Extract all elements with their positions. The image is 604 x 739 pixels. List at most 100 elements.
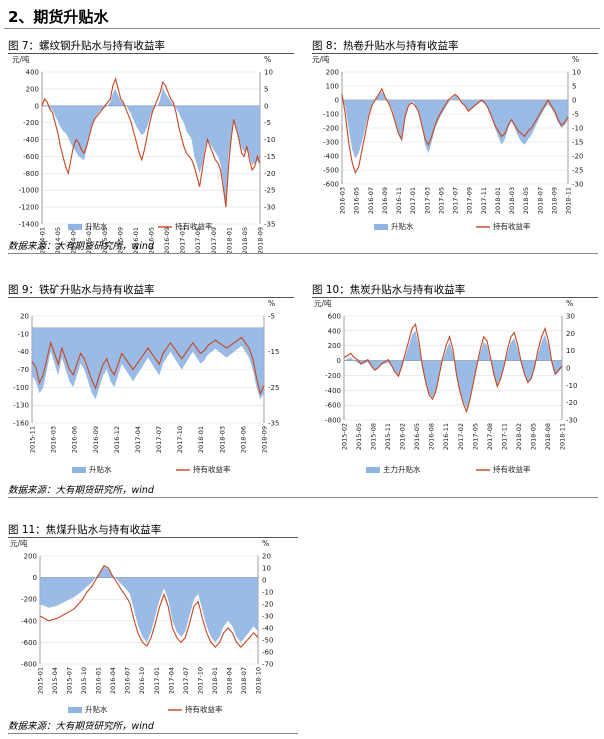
x-tick-label: 2016-04	[109, 667, 117, 694]
right-tick-label: 0	[572, 97, 576, 105]
chart-panel-fig7: 图 7：螺纹钢升贴水与持有收益率 元/吨% 400 200 0 -200 -400 -600…	[8, 38, 294, 254]
x-tick-label: 2018-07	[240, 667, 248, 694]
legend-label-returns: 持有收益率	[493, 464, 531, 474]
x-tick-label: 2018-06	[239, 426, 247, 453]
x-tick-label: 2016-12	[113, 426, 121, 453]
chart-panel-fig11: 图 11：焦煤升贴水与持有收益率 元/吨% 200 0 -200 -400 -600 -80…	[8, 522, 298, 718]
source-rule	[8, 733, 298, 734]
right-axis-unit: %	[572, 55, 579, 64]
basis-area	[42, 87, 260, 208]
right-tick-label: -10	[264, 136, 275, 144]
right-tick-label: 30	[566, 313, 575, 321]
right-tick-label: -30	[566, 417, 577, 425]
right-tick-label: -60	[262, 649, 273, 657]
title-rule	[8, 53, 294, 54]
right-tick-label: -10	[572, 125, 583, 133]
x-tick-label: 2015-02	[341, 423, 349, 450]
x-tick-label: 2017-08	[486, 423, 494, 450]
x-tick-label: 2018-02	[515, 423, 523, 450]
x-tick-label: 2017-07	[155, 426, 163, 453]
left-tick-label: -800	[21, 661, 37, 669]
section-title: 2、期货升贴水	[8, 8, 109, 26]
left-tick-label: -200	[323, 125, 339, 133]
x-tick-label: 2018-01	[197, 426, 205, 453]
x-tick-label: 2016-06	[71, 426, 79, 453]
legend-label-returns: 持有收益率	[193, 464, 231, 474]
x-tick-label: 2018-10	[255, 667, 263, 694]
right-tick-label: 5	[264, 85, 268, 93]
left-axis-unit: 元/吨	[10, 538, 28, 548]
right-tick-label: -15	[264, 153, 275, 161]
x-tick-label: 2014-01	[39, 227, 47, 254]
left-tick-label: -600	[21, 639, 37, 647]
x-tick-label: 2017-07	[452, 187, 460, 214]
x-tick-label: 2017-10	[196, 667, 204, 694]
left-axis-unit: 元/吨	[12, 54, 30, 64]
legend-swatch-basis	[68, 707, 82, 713]
left-tick-label: 200	[24, 553, 37, 561]
left-tick-label: 0	[337, 357, 341, 365]
right-tick-label: -70	[262, 661, 273, 669]
x-tick-label: 2017-03	[423, 187, 431, 214]
source-note: 数据来源：大有期货研究所，wind	[8, 721, 154, 732]
legend-swatch-basis	[366, 467, 380, 473]
right-tick-label: 20	[262, 553, 271, 561]
left-tick-label: -500	[323, 167, 339, 175]
title-rule	[312, 297, 598, 298]
x-tick-label: 2016-07	[367, 187, 375, 214]
chart-title: 图 8：热卷升贴水与持有收益率	[312, 40, 459, 52]
x-tick-label: 2017-10	[176, 426, 184, 453]
left-tick-label: -100	[323, 111, 339, 119]
right-tick-label: -25	[264, 187, 275, 195]
legend-swatch-basis	[68, 224, 82, 230]
x-tick-label: 2014-05	[54, 227, 62, 254]
right-tick-label: -25	[268, 384, 279, 392]
legend-label-returns: 持有收益率	[185, 704, 223, 714]
chart-panel-fig9: 图 9：铁矿升贴水与持有收益率 % 20 -10 -40 -70 -100 -130 -160…	[8, 282, 294, 482]
x-tick-label: 2016-08	[428, 423, 436, 450]
x-tick-label: 2015-10	[80, 667, 88, 694]
chart-title: 图 10：焦炭升贴水与持有收益率	[312, 284, 466, 296]
x-tick-label: 2018-03	[508, 187, 516, 214]
x-tick-label: 2014-09	[70, 227, 78, 254]
title-rule	[8, 537, 298, 538]
right-tick-label: -5	[572, 111, 579, 119]
chart-panel-fig10: 图 10：焦炭升贴水与持有收益率 元/吨% 600 400 200 0 -200 -400-…	[312, 282, 602, 482]
left-tick-label: 400	[328, 327, 341, 335]
right-axis-unit: %	[264, 55, 271, 64]
left-tick-label: 0	[35, 102, 39, 110]
right-tick-label: -40	[262, 625, 273, 633]
x-tick-label: 2016-03	[50, 426, 58, 453]
x-tick-label: 2016-03	[339, 187, 347, 214]
title-rule	[312, 53, 598, 54]
right-tick-label: 20	[566, 330, 575, 338]
left-tick-label: 200	[326, 69, 339, 77]
left-tick-label: -600	[325, 402, 341, 410]
left-tick-label: 0	[335, 97, 339, 105]
x-tick-label: 2015-11	[29, 426, 37, 453]
x-tick-label: 2018-09	[550, 187, 558, 214]
returns-line	[39, 564, 259, 649]
basis-area	[344, 330, 562, 409]
right-tick-label: 10	[572, 69, 581, 77]
x-tick-label: 2016-02	[399, 423, 407, 450]
x-tick-label: 2018-07	[536, 187, 544, 214]
left-tick-label: 400	[26, 69, 39, 77]
left-tick-label: -100	[13, 384, 29, 392]
left-tick-label: -1400	[19, 221, 39, 229]
returns-line	[341, 87, 569, 175]
legend-swatch-basis	[72, 467, 86, 473]
right-tick-label: -20	[572, 153, 583, 161]
x-tick-label: 2016-05	[148, 227, 156, 254]
left-tick-label: -160	[13, 420, 29, 428]
x-tick-label: 2016-05	[353, 187, 361, 214]
right-axis-unit: %	[566, 299, 573, 308]
x-tick-label: 2018-04	[225, 667, 233, 694]
x-tick-label: 2017-04	[134, 426, 142, 453]
right-tick-label: 0	[264, 102, 268, 110]
right-tick-label: 10	[264, 69, 273, 77]
legend-swatch-basis	[374, 224, 388, 230]
source-note: 数据来源：大有期货研究所，wind	[8, 485, 154, 496]
x-tick-label: 2016-07	[124, 667, 132, 694]
x-tick-label: 2016-05	[413, 423, 421, 450]
